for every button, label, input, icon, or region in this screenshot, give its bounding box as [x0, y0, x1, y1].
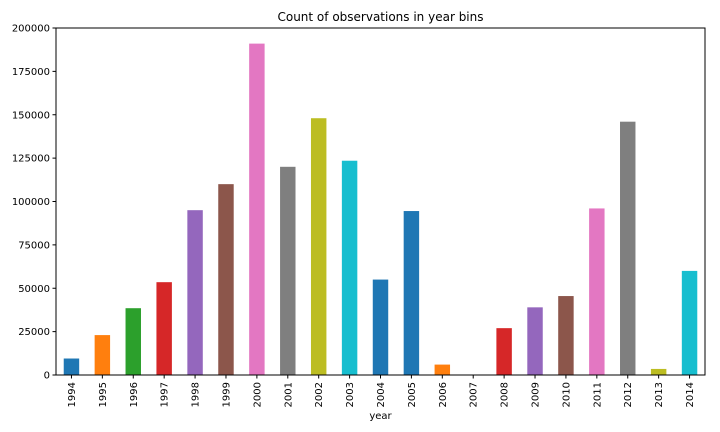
x-tick-label: 2009 — [531, 382, 542, 407]
bar-2010 — [558, 296, 574, 375]
bar-2012 — [620, 121, 636, 375]
bar-1997 — [156, 282, 172, 375]
bar-1995 — [94, 335, 111, 375]
x-tick-label: 2013 — [654, 382, 665, 407]
x-tick-label: 2000 — [252, 382, 263, 407]
x-tick-label: 2014 — [685, 382, 696, 407]
bar-2008 — [496, 328, 512, 375]
bar-2014 — [681, 270, 698, 375]
y-tick-label: 25000 — [18, 327, 50, 338]
y-tick-label: 100000 — [12, 197, 50, 208]
y-tick-label: 175000 — [12, 67, 50, 78]
x-tick-label: 2012 — [623, 382, 634, 407]
x-tick-label: 2003 — [345, 382, 356, 407]
bar-2009 — [527, 307, 543, 375]
x-tick-label: 2004 — [376, 382, 387, 407]
x-tick-label: 2005 — [407, 382, 418, 407]
bar-2006 — [434, 364, 451, 375]
x-tick-label: 1997 — [160, 382, 171, 407]
x-axis-label: year — [369, 411, 392, 422]
x-tick-label: 2001 — [283, 382, 294, 407]
bar-2004 — [372, 279, 389, 375]
y-tick-label: 75000 — [18, 240, 50, 251]
x-tick-label: 2006 — [438, 382, 449, 407]
bar-2005 — [403, 211, 420, 375]
bars-group — [63, 43, 698, 376]
bar-2001 — [280, 166, 296, 375]
x-axis: 1994 1995 1996 1997 1998 1999 2000 2001 2002 2003… — [67, 375, 696, 407]
plot-frame — [55, 27, 706, 376]
bar-2002 — [310, 118, 327, 375]
x-tick-label: 1998 — [191, 382, 202, 407]
x-tick-label: 1995 — [98, 382, 109, 407]
y-tick-label: 150000 — [12, 110, 50, 121]
x-tick-label: 1999 — [221, 382, 232, 407]
x-tick-label: 2007 — [469, 382, 480, 407]
bar-2003 — [341, 160, 358, 375]
bar-1999 — [218, 184, 234, 375]
y-axis: 0 25000 50000 75000 100000 125000 150000 175000… — [12, 24, 56, 382]
x-tick-label: 2002 — [314, 382, 325, 407]
bar-1996 — [125, 308, 141, 375]
x-tick-label: 2010 — [561, 382, 572, 407]
bar-1998 — [187, 210, 203, 375]
x-tick-label: 2008 — [500, 382, 511, 407]
bar-2011 — [589, 208, 605, 375]
bar-2000 — [249, 43, 265, 376]
x-tick-label: 2011 — [592, 382, 603, 407]
x-tick-label: 1996 — [129, 382, 140, 407]
y-tick-label: 0 — [44, 371, 50, 382]
bar-2013 — [650, 368, 667, 375]
x-tick-label: 1994 — [67, 382, 78, 407]
bar-1994 — [63, 358, 80, 375]
y-tick-label: 50000 — [18, 284, 50, 295]
y-tick-label: 200000 — [12, 24, 50, 35]
chart-title: Count of observations in year bins — [277, 10, 483, 24]
y-tick-label: 125000 — [12, 154, 50, 165]
